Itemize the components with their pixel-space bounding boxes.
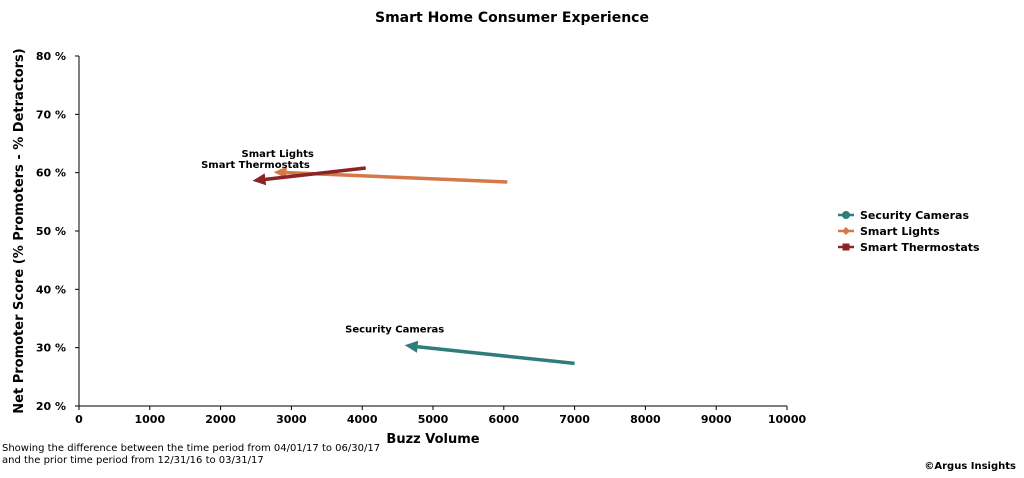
series-line-security-cameras <box>417 344 575 366</box>
legend-marker-security-cameras <box>842 211 850 219</box>
x-tick-label: 4000 <box>347 413 378 426</box>
legend-marker-smart-thermostats <box>842 243 850 251</box>
x-tick-label: 1000 <box>134 413 165 426</box>
y-tick-label: 20 % <box>36 400 66 413</box>
x-axis-title: Buzz Volume <box>386 432 479 447</box>
x-tick-label: 2000 <box>205 413 236 426</box>
x-tick-label: 6000 <box>488 413 519 426</box>
x-tick-label: 7000 <box>559 413 590 426</box>
arrowhead-security-cameras <box>404 340 419 353</box>
data-label-security-cameras: Security Cameras <box>345 324 444 335</box>
footnote-line-2: and the prior time period from 12/31/16 … <box>2 455 264 466</box>
legend-label-smart-lights: Smart Lights <box>860 225 940 238</box>
y-tick-label: 60 % <box>36 167 66 180</box>
data-label-smart-lights: Smart Lights <box>242 149 314 160</box>
y-tick-labels: 20 % 30 % 40 % 50 % 60 % 70 % 80 % <box>36 50 79 413</box>
y-tick-label: 50 % <box>36 225 66 238</box>
x-tick-label: 8000 <box>630 413 661 426</box>
series-line-smart-thermostats <box>265 166 366 182</box>
x-tick-label: 10000 <box>768 413 807 426</box>
x-tick-label: 3000 <box>276 413 307 426</box>
legend-marker-smart-lights <box>842 227 850 235</box>
footnote-line-1: Showing the difference between the time … <box>2 443 381 454</box>
legend: Security Cameras Smart Lights Smart Thermo… <box>838 209 980 254</box>
y-axis-title: Net Promoter Score (% Promoters - % Detr… <box>12 48 27 413</box>
x-tick-labels: 0 1000 2000 3000 4000 5000 6000 7000 8000 9000 100… <box>75 406 806 426</box>
legend-label-security-cameras: Security Cameras <box>860 209 969 222</box>
chart-title: Smart Home Consumer Experience <box>375 10 649 26</box>
x-tick-label: 5000 <box>418 413 449 426</box>
arrowhead-smart-thermostats <box>252 173 267 186</box>
y-tick-label: 70 % <box>36 108 66 121</box>
y-tick-label: 30 % <box>36 342 66 355</box>
x-tick-label: 9000 <box>701 413 732 426</box>
y-tick-label: 40 % <box>36 283 66 296</box>
footnote: Showing the difference between the time … <box>2 443 380 467</box>
data-label-smart-thermostats: Smart Thermostats <box>201 160 310 171</box>
axes <box>78 56 787 407</box>
series-layer <box>252 166 575 366</box>
x-tick-label: 0 <box>75 413 83 426</box>
y-tick-label: 80 % <box>36 50 66 63</box>
legend-label-smart-thermostats: Smart Thermostats <box>860 241 980 254</box>
credit: ©Argus Insights <box>924 461 1016 472</box>
